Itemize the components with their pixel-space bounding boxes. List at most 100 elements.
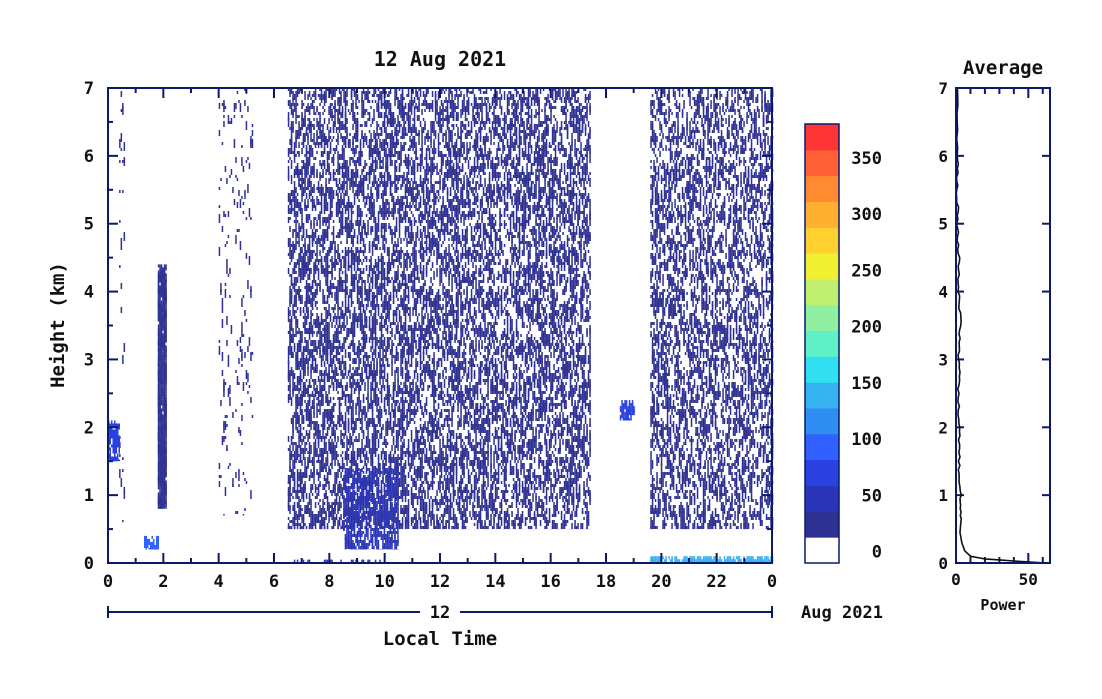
heatmap-cell xyxy=(296,202,299,208)
heatmap-cell xyxy=(307,151,309,154)
heatmap-cell xyxy=(370,346,372,352)
heatmap-cell xyxy=(383,202,386,208)
heatmap-cell xyxy=(292,487,294,493)
heatmap-cell xyxy=(376,430,378,439)
heatmap-cell xyxy=(373,400,375,403)
heatmap-cell xyxy=(425,154,428,157)
heatmap-cell xyxy=(365,304,368,310)
heatmap-cell xyxy=(428,442,431,451)
heatmap-cell xyxy=(403,178,405,184)
heatmap-cell xyxy=(295,241,297,250)
heatmap-cell xyxy=(362,193,365,202)
heatmap-cell xyxy=(308,385,311,388)
heatmap-cell xyxy=(301,361,303,370)
heatmap-cell xyxy=(301,208,303,217)
heatmap-cell xyxy=(343,463,345,469)
heatmap-cell xyxy=(392,520,395,529)
heatmap-cell xyxy=(319,391,321,397)
heatmap-cell xyxy=(409,346,411,355)
heatmap-cell xyxy=(401,97,404,103)
heatmap-cell xyxy=(394,91,396,100)
heatmap-cell xyxy=(401,517,404,520)
heatmap-cell xyxy=(295,145,297,148)
heatmap-cell xyxy=(314,301,317,307)
heatmap-cell xyxy=(367,457,369,460)
heatmap-cell xyxy=(323,256,326,262)
heatmap-cell xyxy=(298,454,300,457)
heatmap-cell xyxy=(398,109,401,115)
heatmap-cell xyxy=(401,451,404,460)
heatmap-cell xyxy=(376,160,378,169)
heatmap-cell xyxy=(331,343,333,349)
heatmap-cell xyxy=(317,142,320,148)
heatmap-cell xyxy=(323,268,326,277)
heatmap-cell xyxy=(430,421,432,427)
heatmap-cell xyxy=(298,151,300,157)
heatmap-cell xyxy=(380,208,383,217)
heatmap-cell xyxy=(299,229,302,232)
heatmap-cell xyxy=(289,454,291,463)
heatmap-cell xyxy=(425,91,428,94)
heatmap-cell xyxy=(394,457,396,460)
heatmap-cell xyxy=(424,442,426,445)
heatmap-cell xyxy=(418,184,420,187)
heatmap-cell xyxy=(341,151,344,160)
heatmap-cell xyxy=(431,109,434,112)
heatmap-cell xyxy=(344,457,347,460)
heatmap-cell xyxy=(358,100,360,103)
heatmap-cell xyxy=(406,361,408,370)
heatmap-cell xyxy=(296,421,299,424)
heatmap-cell xyxy=(380,232,383,235)
heatmap-cell xyxy=(335,319,338,322)
heatmap-cell xyxy=(407,523,410,529)
heatmap-cell xyxy=(313,205,315,208)
heatmap-cell xyxy=(325,325,327,331)
heatmap-cell xyxy=(314,259,317,268)
heatmap-cell xyxy=(329,199,332,205)
heatmap-cell xyxy=(371,466,374,472)
heatmap-cell xyxy=(404,493,407,502)
heatmap-cell xyxy=(335,517,338,520)
heatmap-cell xyxy=(338,352,341,355)
heatmap-cell xyxy=(391,232,393,241)
heatmap-cell xyxy=(323,382,326,391)
heatmap-cell xyxy=(316,364,318,370)
heatmap-cell xyxy=(304,436,306,439)
heatmap-cell xyxy=(358,157,360,163)
heatmap-cell xyxy=(407,91,410,97)
heatmap-cell xyxy=(295,103,297,109)
heatmap-cell xyxy=(389,295,392,298)
heatmap-cell xyxy=(365,337,368,340)
heatmap-cell xyxy=(344,106,347,115)
heatmap-cell xyxy=(335,211,338,214)
heatmap-cell xyxy=(391,208,393,217)
heatmap-cell xyxy=(383,463,386,466)
heatmap-cell xyxy=(376,238,378,241)
heatmap-cell xyxy=(388,472,390,478)
heatmap-cell xyxy=(352,223,354,229)
heatmap-cell xyxy=(383,304,386,313)
heatmap-cell xyxy=(328,307,330,310)
heatmap-cell xyxy=(367,403,369,412)
heatmap-cell xyxy=(416,271,419,280)
heatmap-cell xyxy=(416,334,419,337)
heatmap-cell xyxy=(302,166,305,169)
heatmap-cell xyxy=(404,253,407,256)
heatmap-cell xyxy=(292,310,294,316)
heatmap-cell xyxy=(371,226,374,232)
heatmap-cell xyxy=(289,289,291,295)
heatmap-cell xyxy=(424,283,426,286)
heatmap-cell xyxy=(337,304,339,307)
heatmap-cell xyxy=(352,112,354,121)
heatmap-cell xyxy=(290,418,293,424)
heatmap-cell xyxy=(410,235,413,244)
heatmap-cell xyxy=(404,361,407,370)
heatmap-cell xyxy=(365,397,368,400)
heatmap-cell xyxy=(431,484,434,490)
heatmap-cell xyxy=(374,247,377,250)
heatmap-cell xyxy=(290,355,293,358)
heatmap-cell xyxy=(407,409,410,412)
heatmap-cell xyxy=(322,220,324,223)
heatmap-cell xyxy=(383,283,386,292)
heatmap-cell xyxy=(415,358,417,367)
